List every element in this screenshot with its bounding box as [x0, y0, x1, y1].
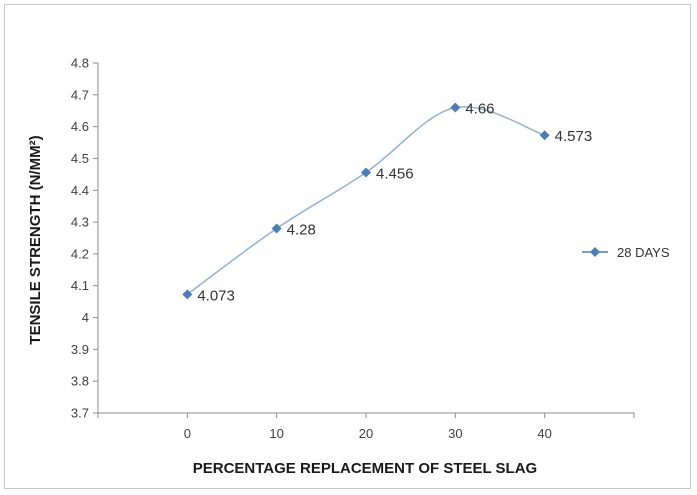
y-tick-label: 4.6	[71, 119, 89, 134]
data-point	[539, 130, 550, 141]
legend: 28 DAYS	[582, 245, 670, 260]
data-label: 4.073	[197, 287, 235, 304]
x-tick-label: 30	[448, 426, 462, 441]
axes	[93, 62, 635, 418]
data-labels: 4.073 4.28 4.456 4.66 4.573	[197, 101, 592, 305]
data-label: 4.66	[465, 101, 494, 118]
data-label: 4.573	[555, 128, 593, 145]
x-tick-label: 0	[184, 426, 191, 441]
x-tick-labels: 0 10 20 30 40	[184, 426, 552, 441]
y-tick-label: 4	[82, 310, 89, 325]
legend-marker	[590, 247, 600, 257]
y-axis-title: TENSILE STRENGTH (N/MM²)	[27, 135, 44, 344]
y-tick-label: 3.9	[71, 342, 89, 357]
y-tick-label: 4.2	[71, 246, 89, 261]
x-axis-title: PERCENTAGE REPLACEMENT OF STEEL SLAG	[193, 460, 537, 477]
x-tick-label: 40	[537, 426, 551, 441]
y-tick-label: 4.5	[71, 151, 89, 166]
x-tick-label: 20	[359, 426, 373, 441]
y-tick-label: 3.7	[71, 406, 89, 421]
y-tick-label: 4.8	[71, 56, 89, 71]
data-point	[182, 289, 193, 300]
data-point	[361, 167, 371, 178]
y-tick-label: 4.1	[71, 278, 89, 293]
data-label: 4.28	[287, 221, 316, 238]
data-label: 4.456	[376, 165, 414, 182]
y-tick-label: 4.3	[71, 215, 89, 230]
data-point	[271, 223, 282, 234]
legend-label: 28 DAYS	[617, 245, 670, 260]
y-tick-label: 4.7	[71, 87, 89, 102]
chart-frame	[4, 4, 691, 489]
y-tick-label: 4.4	[71, 183, 89, 198]
series-layer	[182, 102, 550, 300]
y-tick-label: 3.8	[71, 374, 89, 389]
data-point	[450, 102, 461, 113]
series-line	[186, 105, 545, 295]
x-tick-label: 10	[269, 426, 283, 441]
y-tick-labels: 3.7 3.8 3.9 4 4.1 4.2 4.3 4.4 4.5 4.6 4.7 4.8	[71, 56, 89, 421]
